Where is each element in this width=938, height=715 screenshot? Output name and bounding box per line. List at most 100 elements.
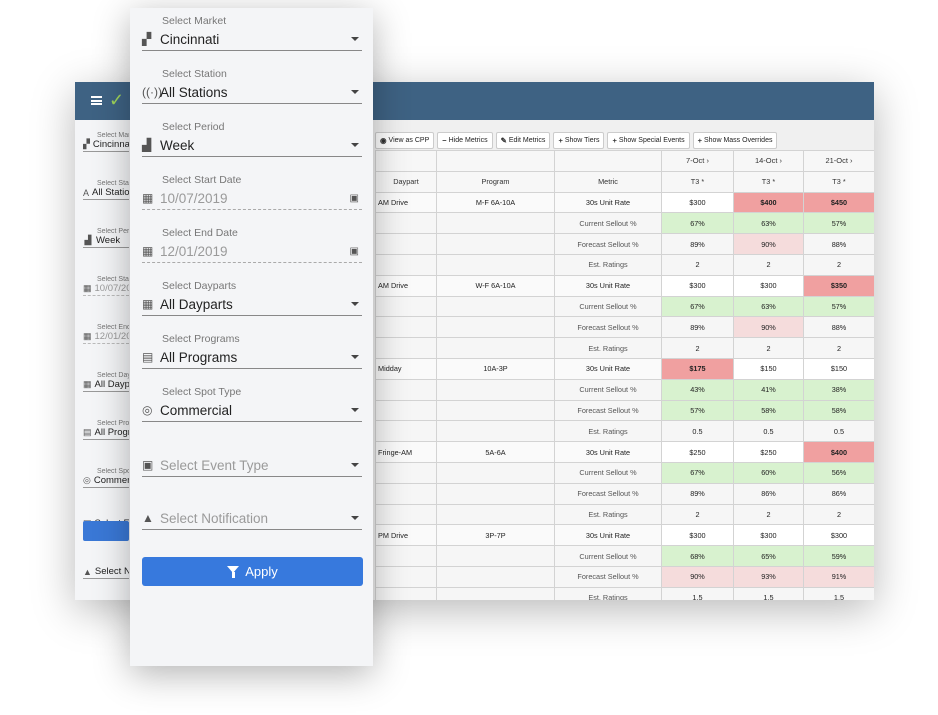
tier-header[interactable]: T3 * — [803, 170, 874, 193]
select-market-field[interactable]: Select Market ▞ Cincinnati — [142, 14, 362, 51]
mini-label: Select Market — [97, 132, 129, 139]
chevron-down-icon[interactable] — [351, 463, 359, 467]
value-cell[interactable]: $300 — [803, 524, 874, 547]
select-end-date-field[interactable]: Select End Date ▦ 12/01/2019 ▣ — [142, 226, 362, 263]
mini-field[interactable]: Select End Date ▦12/01/2019 — [83, 324, 129, 344]
grid-toolbar: ◉ View as CPP − Hide Metrics ✎ Edit Metrics… — [375, 132, 778, 149]
value-cell[interactable]: $150 — [803, 357, 874, 380]
tier-header[interactable]: T3 * — [733, 170, 804, 193]
mini-label: Select Start Date — [97, 276, 129, 283]
metric-cell: Est. Ratings — [554, 420, 662, 443]
view-cpp-button[interactable]: ◉ View as CPP — [375, 132, 435, 149]
table-row: Est. Ratings 2 2 2 — [375, 337, 874, 359]
mini-field[interactable]: Select Period ▟ Week — [83, 228, 129, 248]
select-spot-type-field[interactable]: Select Spot Type ◎ Commercial — [142, 385, 362, 422]
calendar-picker-icon[interactable]: ▣ — [349, 245, 359, 257]
plus-icon: + — [612, 136, 617, 145]
value-cell: 59% — [803, 545, 874, 567]
mini-field[interactable]: Select Start Date ▦10/07/2019 — [83, 276, 129, 296]
value-cell: 58% — [803, 399, 874, 422]
chevron-down-icon[interactable] — [351, 408, 359, 412]
metric-cell: 30s Unit Rate — [554, 357, 662, 380]
show-tiers-button[interactable]: + Show Tiers — [553, 132, 605, 149]
value-cell[interactable]: $300 — [661, 274, 734, 297]
value-cell[interactable]: $300 — [661, 524, 734, 547]
value-cell[interactable]: $400 — [733, 191, 804, 214]
menu-icon[interactable] — [91, 96, 102, 105]
value-cell[interactable]: $350 — [803, 274, 874, 297]
select-notification-field[interactable]: ▲ Select Notification — [142, 493, 362, 530]
value-cell: 89% — [661, 482, 734, 505]
select-programs-field[interactable]: Select Programs ▤ All Programs — [142, 332, 362, 369]
hide-metrics-button[interactable]: − Hide Metrics — [437, 132, 493, 149]
value-cell: 1.5 — [661, 586, 734, 600]
antenna-icon: A — [83, 187, 90, 198]
chevron-down-icon[interactable] — [351, 37, 359, 41]
field-label: Select Station — [162, 68, 227, 80]
value-cell[interactable]: $300 — [661, 191, 734, 214]
plus-icon: + — [697, 136, 702, 145]
mini-apply-button[interactable] — [83, 521, 129, 541]
select-start-date-field[interactable]: Select Start Date ▦ 10/07/2019 ▣ — [142, 173, 362, 210]
value-cell[interactable]: $400 — [803, 441, 874, 463]
chevron-down-icon[interactable] — [351, 516, 359, 520]
edit-metrics-button[interactable]: ✎ Edit Metrics — [495, 132, 551, 149]
week-header[interactable]: 7-Oct › — [661, 150, 734, 172]
value-cell[interactable]: $175 — [661, 357, 734, 380]
field-placeholder: Select Notification — [160, 510, 269, 526]
value-cell: 90% — [733, 233, 804, 255]
show-mass-overrides-button[interactable]: + Show Mass Overrides — [692, 132, 778, 149]
table-row: Forecast Sellout % 89% 90% 88% — [375, 233, 874, 255]
apply-button[interactable]: Apply — [142, 557, 363, 586]
select-station-field[interactable]: Select Station ((·)) All Stations — [142, 67, 362, 104]
program-cell: 5A-6A — [436, 441, 555, 463]
value-cell[interactable]: $150 — [733, 357, 804, 380]
daypart-cell: Fringe-AM — [375, 441, 437, 463]
filter-panel: Apply Select Market ▞ Cincinnati Select Sta… — [130, 8, 373, 666]
chevron-down-icon[interactable] — [351, 143, 359, 147]
map-icon: ▞ — [83, 139, 90, 149]
week-header[interactable]: 14-Oct › — [733, 150, 804, 172]
background-window: ✓ Select Market ▞Cincinnati Select Station… — [75, 82, 874, 600]
daypart-cell: PM Drive — [375, 524, 437, 547]
mini-label: Select Spot Type — [97, 468, 129, 475]
show-special-events-button[interactable]: + Show Special Events — [607, 132, 690, 149]
select-event-type-field[interactable]: ▣ Select Event Type — [142, 440, 362, 477]
chevron-down-icon[interactable] — [351, 355, 359, 359]
value-cell: 67% — [661, 461, 734, 484]
value-cell[interactable]: $250 — [733, 441, 804, 463]
column-header: Metric — [554, 170, 662, 193]
value-cell: 57% — [661, 399, 734, 422]
week-header[interactable]: 21-Oct › — [803, 150, 874, 172]
radio-icon: ◎ — [142, 403, 153, 417]
table-row: PM Drive 3P-7P 30s Unit Rate $300 $300 $300 — [375, 524, 874, 547]
value-cell: 38% — [803, 378, 874, 401]
radio-icon: ◎ — [83, 475, 91, 485]
value-cell[interactable]: $450 — [803, 191, 874, 214]
value-cell[interactable]: $300 — [733, 524, 804, 547]
mini-field[interactable]: Select Spot Type ◎Commercial — [83, 468, 129, 488]
mini-label: Select Programs — [97, 420, 129, 427]
metric-cell: Forecast Sellout % — [554, 482, 662, 505]
value-cell[interactable]: $300 — [733, 274, 804, 297]
metric-cell: Current Sellout % — [554, 461, 662, 484]
program-cell: M-F 6A-10A — [436, 191, 555, 214]
calendar-picker-icon[interactable]: ▣ — [349, 192, 359, 204]
chevron-down-icon[interactable] — [351, 90, 359, 94]
metric-cell: 30s Unit Rate — [554, 274, 662, 297]
mini-field[interactable]: Select Market ▞Cincinnati — [83, 132, 129, 152]
tier-header[interactable]: T3 * — [661, 170, 734, 193]
select-dayparts-field[interactable]: Select Dayparts ▦ All Dayparts — [142, 279, 362, 316]
metric-cell: 30s Unit Rate — [554, 524, 662, 547]
mini-field[interactable]: Select Programs ▤All Programs — [83, 420, 129, 440]
value-cell: 68% — [661, 545, 734, 567]
program-cell: W-F 6A-10A — [436, 274, 555, 297]
table-row: Forecast Sellout % 89% 90% 88% — [375, 316, 874, 339]
mini-field[interactable]: Select Dayparts ▦All Dayparts — [83, 372, 129, 392]
value-cell[interactable]: $250 — [661, 441, 734, 463]
mini-field[interactable]: ▲ Select N — [83, 566, 129, 579]
chevron-down-icon[interactable] — [351, 302, 359, 306]
select-period-field[interactable]: Select Period ▟ Week — [142, 120, 362, 157]
metric-cell: Est. Ratings — [554, 337, 662, 359]
